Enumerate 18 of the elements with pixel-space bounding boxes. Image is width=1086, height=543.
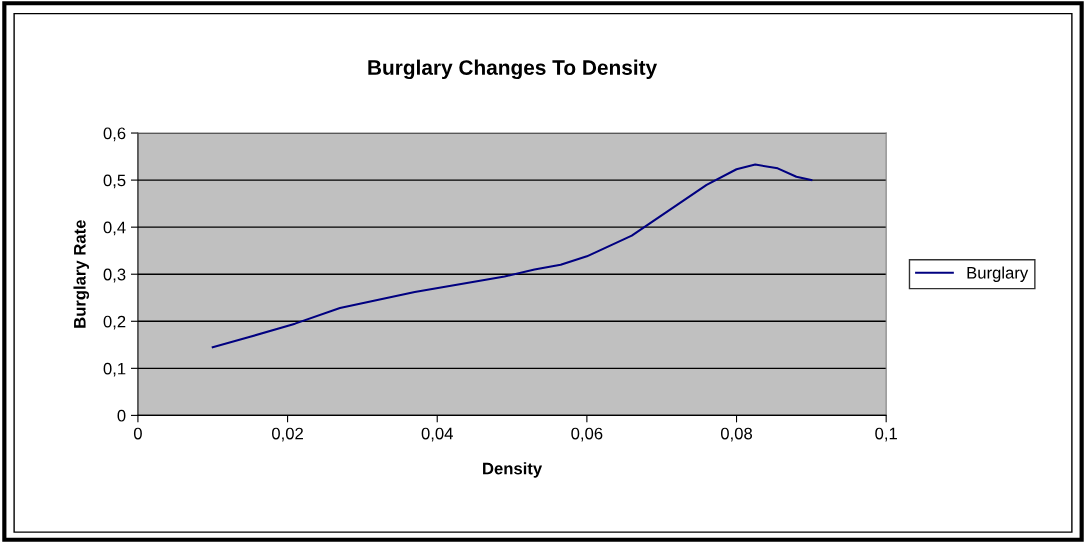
x-axis-title: Density <box>483 462 543 478</box>
y-tick-label: 0 <box>117 409 126 422</box>
x-tick-label: 0,02 <box>272 427 303 442</box>
y-axis-title: Burglary Rate <box>73 220 90 328</box>
x-tick-label: 0,08 <box>720 427 753 442</box>
x-tick-label: 0 <box>133 427 142 440</box>
y-tick-label: 0,2 <box>103 315 126 330</box>
y-tick-label: 0,5 <box>103 174 126 189</box>
legend-label: Burglary <box>967 266 1029 282</box>
chart-title: Burglary Changes To Density <box>368 59 658 80</box>
y-tick-label: 0,4 <box>103 221 126 236</box>
y-tick-label: 0,3 <box>103 268 126 283</box>
y-tick-label: 0,1 <box>103 362 126 377</box>
line-series <box>211 163 813 349</box>
x-tick-label: 0,06 <box>571 427 603 442</box>
x-tick-label: 0,04 <box>421 427 453 442</box>
y-tick-label: 0,6 <box>103 127 126 142</box>
x-tick-label: 0,1 <box>875 427 897 442</box>
